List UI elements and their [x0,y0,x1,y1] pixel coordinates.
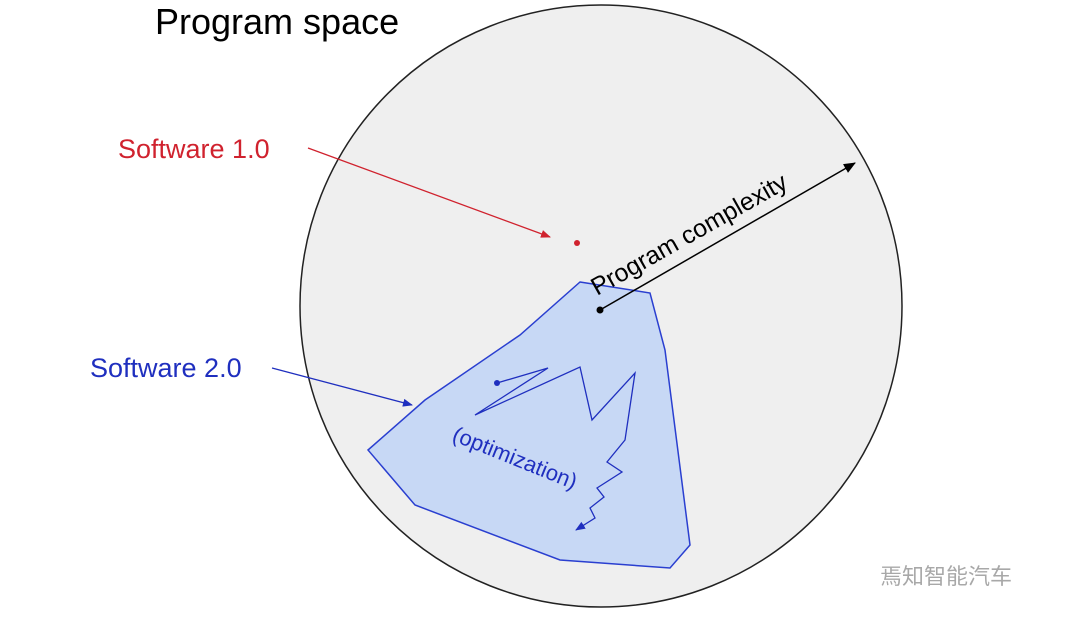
software-2-label: Software 2.0 [90,353,242,383]
watermark: 焉知智能汽车 [880,564,1012,589]
optimization-path [474,366,636,531]
software-1-arrow [307,147,551,238]
software-1-point [574,240,580,246]
complexity-arrow [599,162,856,311]
complexity-origin [596,306,604,314]
title: Program space [155,1,399,42]
software-2-arrow [271,367,413,407]
software-1-label: Software 1.0 [118,134,270,164]
software-2-region [366,281,691,569]
